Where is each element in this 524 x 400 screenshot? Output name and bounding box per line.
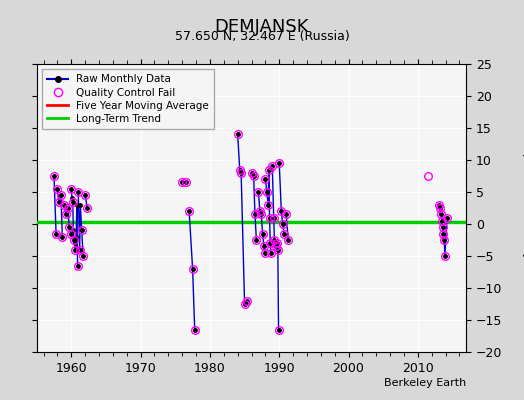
- Y-axis label: Temperature Anomaly (°C): Temperature Anomaly (°C): [522, 129, 524, 287]
- Text: 57.650 N, 32.467 E (Russia): 57.650 N, 32.467 E (Russia): [174, 30, 350, 43]
- Text: Berkeley Earth: Berkeley Earth: [384, 378, 466, 388]
- Text: DEMJANSK: DEMJANSK: [215, 18, 309, 36]
- Legend: Raw Monthly Data, Quality Control Fail, Five Year Moving Average, Long-Term Tren: Raw Monthly Data, Quality Control Fail, …: [42, 69, 214, 129]
